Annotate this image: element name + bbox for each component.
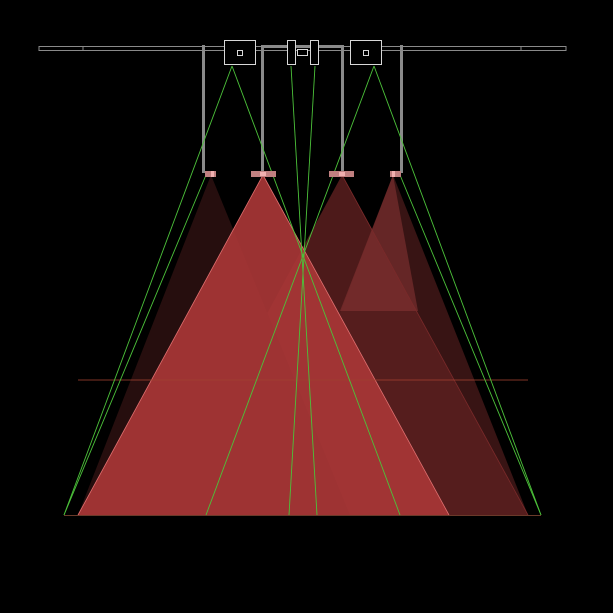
light-fixture-1 <box>205 171 216 177</box>
light-fixtures <box>205 171 401 177</box>
light-fixture-4 <box>390 171 401 177</box>
light-beams <box>77 174 529 516</box>
sightline <box>373 65 542 516</box>
projector-housing-right <box>350 40 382 65</box>
beam-edge-left <box>77 174 264 516</box>
sightline <box>399 174 542 516</box>
hanging-rod-3 <box>341 45 344 173</box>
center-node <box>297 49 308 56</box>
hanging-rod-2 <box>261 45 264 173</box>
sightline <box>205 65 375 516</box>
sightline <box>288 65 316 516</box>
sightline <box>63 174 207 516</box>
light-fixture-1-lens <box>211 171 214 177</box>
projector-lens-right <box>363 50 369 56</box>
projector-housings <box>224 40 382 65</box>
projector-lens-left <box>237 50 243 56</box>
hanging-rod-4 <box>400 45 403 173</box>
sightlines <box>63 65 542 516</box>
beam-edge-inner-right <box>341 174 529 516</box>
projector-housing-left <box>224 40 256 65</box>
light-fixture-3-lens <box>339 172 345 176</box>
center-bracket-right <box>310 40 319 65</box>
hanging-rod-1 <box>202 45 205 173</box>
sightline <box>231 65 401 516</box>
light-fixture-2-lens <box>260 172 266 176</box>
light-beam-center-left <box>78 175 449 515</box>
sightline <box>63 65 233 516</box>
light-fixture-4-lens <box>392 171 395 177</box>
hanging-rods <box>202 45 403 173</box>
sightline <box>290 65 318 516</box>
center-bracket-left <box>287 40 296 65</box>
rod-crossbar <box>262 45 343 48</box>
